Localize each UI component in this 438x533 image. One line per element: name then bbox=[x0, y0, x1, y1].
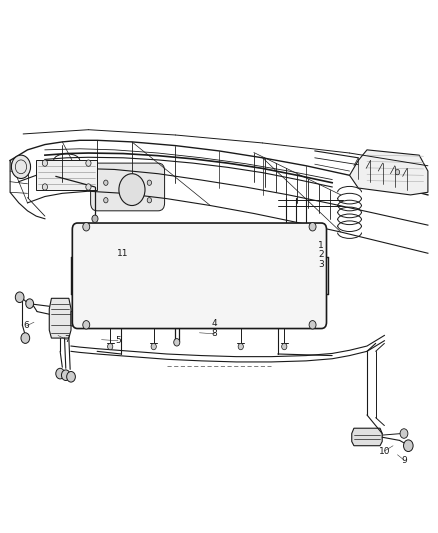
Circle shape bbox=[86, 160, 91, 166]
Text: 4: 4 bbox=[212, 319, 217, 328]
Text: 3: 3 bbox=[318, 260, 324, 269]
Circle shape bbox=[42, 184, 47, 190]
Circle shape bbox=[56, 368, 64, 379]
Circle shape bbox=[26, 299, 34, 309]
Polygon shape bbox=[36, 160, 97, 190]
FancyBboxPatch shape bbox=[72, 223, 326, 328]
Text: 6: 6 bbox=[24, 321, 29, 330]
Circle shape bbox=[21, 333, 30, 343]
Text: 10: 10 bbox=[378, 447, 390, 456]
Circle shape bbox=[104, 198, 108, 203]
Circle shape bbox=[309, 222, 316, 231]
Circle shape bbox=[108, 343, 113, 350]
Circle shape bbox=[67, 372, 75, 382]
Circle shape bbox=[174, 338, 180, 346]
Text: 8: 8 bbox=[212, 329, 218, 338]
Circle shape bbox=[86, 184, 91, 190]
Circle shape bbox=[147, 180, 152, 185]
Circle shape bbox=[15, 292, 24, 303]
Circle shape bbox=[104, 180, 108, 185]
Circle shape bbox=[61, 370, 70, 381]
Circle shape bbox=[83, 222, 90, 231]
Circle shape bbox=[147, 198, 152, 203]
Circle shape bbox=[282, 343, 287, 350]
Text: 11: 11 bbox=[117, 249, 128, 258]
Circle shape bbox=[11, 155, 31, 179]
Circle shape bbox=[238, 343, 244, 350]
Circle shape bbox=[42, 160, 47, 166]
Text: 7: 7 bbox=[64, 335, 70, 344]
Polygon shape bbox=[71, 312, 93, 326]
Circle shape bbox=[309, 320, 316, 329]
Polygon shape bbox=[350, 150, 428, 195]
Circle shape bbox=[83, 320, 90, 329]
Polygon shape bbox=[49, 298, 71, 338]
Text: 1: 1 bbox=[318, 241, 324, 250]
Polygon shape bbox=[352, 428, 382, 446]
Circle shape bbox=[151, 343, 156, 350]
Circle shape bbox=[400, 429, 408, 438]
Text: 5: 5 bbox=[115, 336, 121, 345]
Polygon shape bbox=[127, 182, 137, 195]
Circle shape bbox=[92, 215, 98, 222]
Text: 9: 9 bbox=[401, 456, 407, 465]
FancyBboxPatch shape bbox=[91, 163, 165, 211]
Text: 2: 2 bbox=[318, 251, 324, 260]
Circle shape bbox=[395, 169, 399, 175]
Circle shape bbox=[403, 440, 413, 451]
Circle shape bbox=[119, 174, 145, 206]
